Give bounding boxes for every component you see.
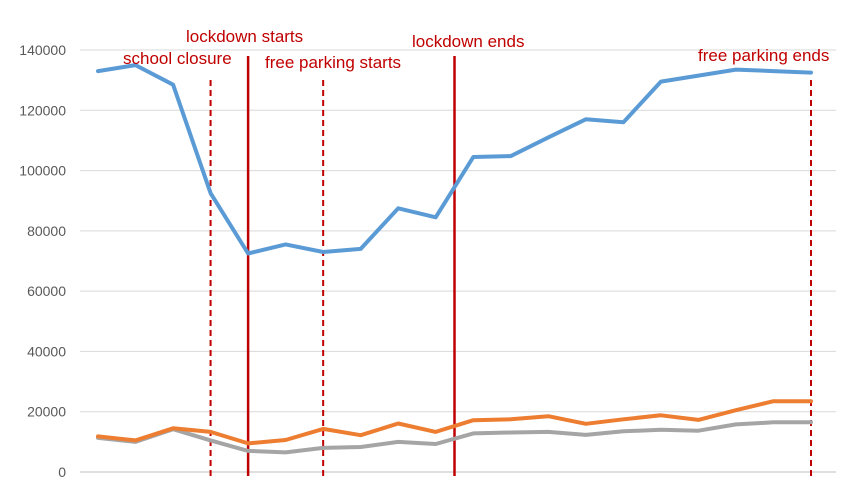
event-label: lockdown ends: [412, 32, 524, 51]
event-label: free parking starts: [265, 53, 401, 72]
event-label: school closure: [123, 49, 232, 68]
y-tick-label: 120000: [19, 102, 66, 118]
y-tick-label: 20000: [27, 404, 66, 420]
series-line: [96, 399, 813, 446]
y-tick-label: 100000: [19, 163, 66, 179]
y-tick-label: 140000: [19, 42, 66, 58]
event-label: free parking ends: [698, 46, 829, 65]
series-line: [96, 63, 813, 256]
y-tick-label: 80000: [27, 223, 66, 239]
event-lines: [209, 56, 812, 476]
series-lines: [96, 63, 813, 455]
gridlines: [80, 49, 836, 473]
event-label: lockdown starts: [186, 27, 303, 46]
y-tick-label: 0: [58, 464, 66, 480]
y-tick-label: 60000: [27, 283, 66, 299]
event-labels: school closure lockdown starts free parkin…: [123, 27, 829, 72]
y-tick-label: 40000: [27, 343, 66, 359]
series-line: [96, 420, 813, 455]
y-axis-tick-labels: 0 20000 40000 60000 80000 100000 120000 140000: [19, 42, 66, 480]
